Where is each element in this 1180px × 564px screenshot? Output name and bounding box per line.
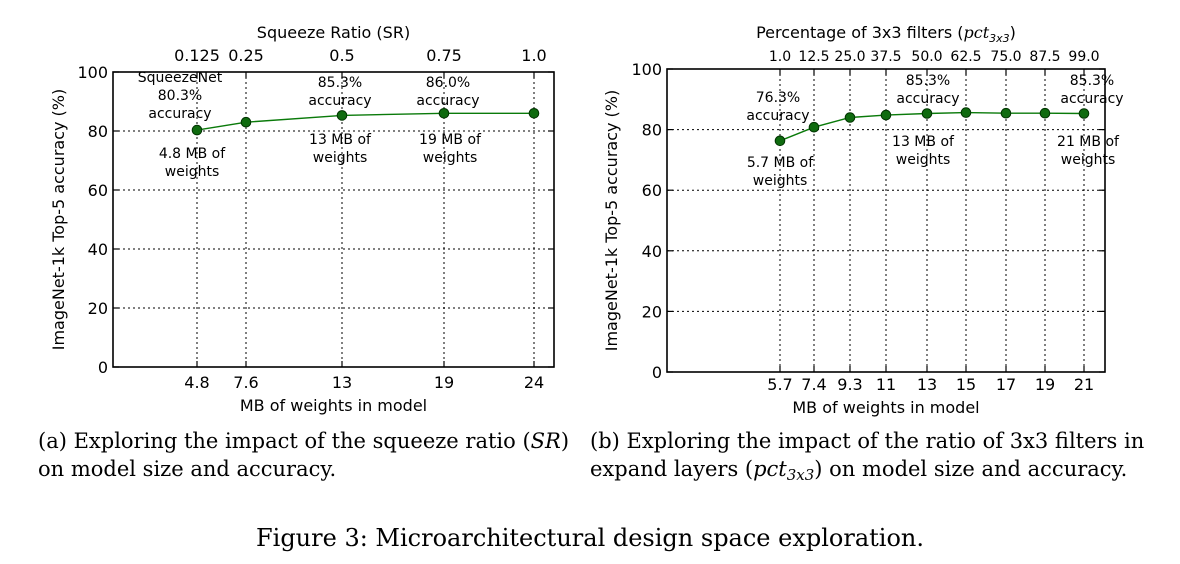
figure-charts: 0 20 40 60 80 100 4.8 7.6 13 19 24 0.125 0.25 0.5 0.75… <box>49 23 1124 417</box>
data-point <box>960 107 972 118</box>
top-tick-label: 25.0 <box>834 49 865 65</box>
annotation-text: weights <box>1061 152 1116 168</box>
annotation-text: 19 MB of <box>419 132 482 148</box>
y-tick-label: 100 <box>631 60 662 79</box>
annotation-text: accuracy <box>1060 91 1123 107</box>
x-tick-label: 21 <box>1074 375 1094 394</box>
y-tick-label: 20 <box>88 299 108 318</box>
x-tick-label: 7.4 <box>801 375 826 394</box>
annotation-text: weights <box>423 150 478 166</box>
top-tick-label: 1.0 <box>521 46 546 65</box>
y-tick-label: 80 <box>642 121 662 140</box>
annotation-text: weights <box>313 150 368 166</box>
top-axis-title: Squeeze Ratio (SR) <box>257 23 410 42</box>
x-tick-label: 11 <box>876 375 896 394</box>
data-point <box>1039 107 1051 119</box>
y-tick-label: 80 <box>88 122 108 141</box>
annotation-text: weights <box>753 173 808 189</box>
chart-panel-b: 0 20 40 60 80 100 5.7 7.4 9.3 11 13 15 17 19 21 1.0 12.5… <box>602 23 1124 417</box>
data-point <box>774 135 786 147</box>
y-tick-label: 20 <box>642 302 662 321</box>
y-axis-label: ImageNet-1k Top-5 accuracy (%) <box>49 89 68 351</box>
data-point <box>1078 108 1090 119</box>
x-tick-label: 5.7 <box>767 375 792 394</box>
annotation-text: weights <box>165 164 220 180</box>
annotation-text: 21 MB of <box>1057 134 1120 150</box>
annotation-text: 86.0% <box>426 75 470 91</box>
y-tick-label: 100 <box>77 63 108 82</box>
data-point <box>528 108 540 119</box>
annotation-text: 13 MB of <box>309 132 372 148</box>
caption-b: (b) Exploring the impact of the ratio of… <box>590 429 1145 484</box>
top-tick-label: 1.0 <box>769 49 791 65</box>
annotation-text: 5.7 MB of <box>747 155 814 171</box>
y-tick-label: 60 <box>88 181 108 200</box>
data-point <box>438 108 450 119</box>
x-tick-label: 15 <box>956 375 976 394</box>
x-axis-label: MB of weights in model <box>240 396 427 415</box>
y-tick-label: 40 <box>88 240 108 259</box>
data-point <box>191 124 203 136</box>
data-point <box>808 121 820 133</box>
annotation-text: accuracy <box>308 93 371 109</box>
y-tick-label: 40 <box>642 242 662 261</box>
annotation-text: 85.3% <box>318 75 362 91</box>
y-tick-label: 0 <box>652 363 662 382</box>
y-tick-label: 60 <box>642 181 662 200</box>
annotation-text: 13 MB of <box>892 134 955 150</box>
top-tick-label: 99.0 <box>1068 49 1099 65</box>
x-tick-label: 7.6 <box>233 373 258 392</box>
caption-a: (a) Exploring the impact of the squeeze … <box>38 429 570 481</box>
top-axis-title: Percentage of 3x3 filters (pct3x3) <box>756 23 1016 45</box>
x-tick-label: 19 <box>1035 375 1055 394</box>
annotation-text: accuracy <box>148 106 211 122</box>
data-point <box>921 108 933 119</box>
x-tick-label: 17 <box>996 375 1016 394</box>
x-tick-label: 13 <box>917 375 937 394</box>
x-tick-label: 13 <box>332 373 352 392</box>
top-tick-label: 37.5 <box>870 49 901 65</box>
annotation-text: SqueezeNet <box>138 70 223 86</box>
top-tick-label: 50.0 <box>911 49 942 65</box>
y-tick-label: 0 <box>98 358 108 377</box>
top-tick-label: 87.5 <box>1029 49 1060 65</box>
annotation-text: 80.3% <box>158 88 202 104</box>
x-tick-label: 9.3 <box>837 375 862 394</box>
data-point <box>336 110 348 121</box>
x-tick-label: 4.8 <box>184 373 209 392</box>
top-tick-label: 12.5 <box>798 49 829 65</box>
chart-panel-a: 0 20 40 60 80 100 4.8 7.6 13 19 24 0.125 0.25 0.5 0.75… <box>49 23 555 415</box>
x-tick-label: 24 <box>524 373 544 392</box>
y-axis-label: ImageNet-1k Top-5 accuracy (%) <box>602 90 621 352</box>
data-point <box>240 116 252 128</box>
top-tick-label: 0.125 <box>174 46 220 65</box>
annotation-text: 85.3% <box>1070 73 1114 89</box>
figure-caption: Figure 3: Microarchitectural design spac… <box>255 524 924 552</box>
annotation-text: 85.3% <box>906 73 950 89</box>
plot-frame <box>112 71 555 368</box>
data-point <box>844 112 856 123</box>
top-tick-label: 75.0 <box>990 49 1021 65</box>
x-axis-label: MB of weights in model <box>792 398 979 417</box>
annotation-text: 4.8 MB of <box>159 146 226 162</box>
top-tick-label: 62.5 <box>950 49 981 65</box>
top-tick-label: 0.25 <box>228 46 264 65</box>
annotation-text: weights <box>896 152 951 168</box>
top-tick-label: 0.75 <box>426 46 462 65</box>
data-point <box>1000 107 1012 119</box>
annotation-text: accuracy <box>896 91 959 107</box>
data-point <box>880 109 892 121</box>
annotation-text: 76.3% <box>756 90 800 106</box>
annotation-text: accuracy <box>416 93 479 109</box>
annotation-text: accuracy <box>746 108 809 124</box>
x-tick-label: 19 <box>434 373 454 392</box>
top-tick-label: 0.5 <box>329 46 354 65</box>
